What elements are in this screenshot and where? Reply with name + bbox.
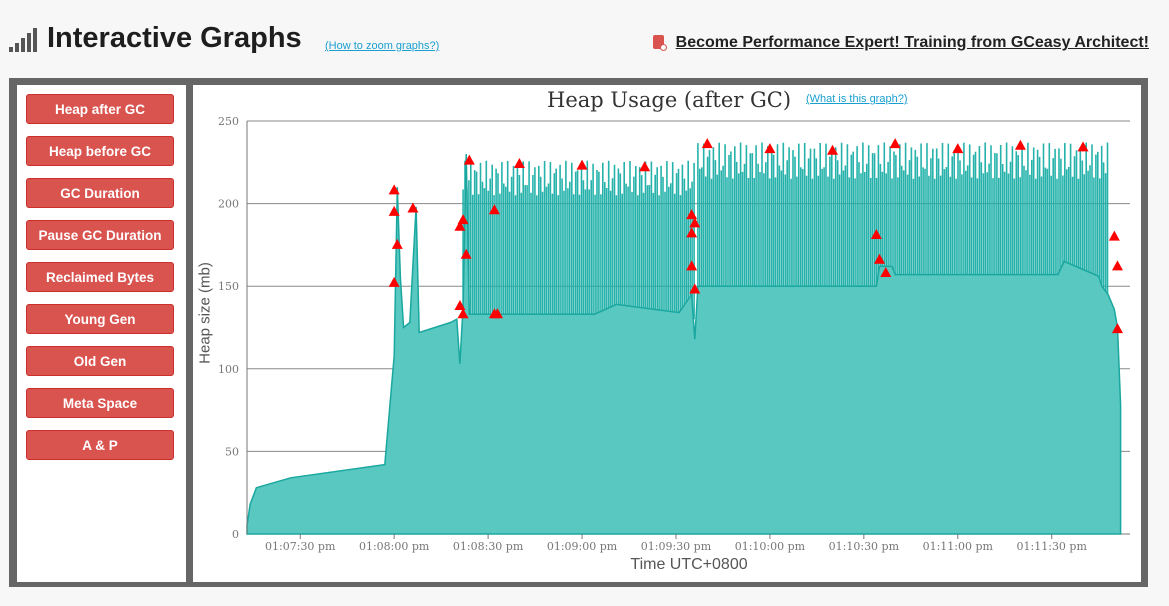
gc-event-marker[interactable] xyxy=(689,283,701,294)
gc-event-marker[interactable] xyxy=(576,159,588,170)
gc-duration-button[interactable]: GC Duration xyxy=(26,178,174,208)
gc-event-marker[interactable] xyxy=(388,276,400,287)
gc-event-marker[interactable] xyxy=(513,157,525,168)
young-gen-button[interactable]: Young Gen xyxy=(26,304,174,334)
gc-event-marker[interactable] xyxy=(491,308,503,319)
gc-event-marker[interactable] xyxy=(1111,323,1123,334)
x-tick-label: 01:09:00 pm xyxy=(547,540,618,553)
gc-event-marker[interactable] xyxy=(457,308,469,319)
gc-event-marker[interactable] xyxy=(463,154,475,165)
gc-event-marker[interactable] xyxy=(874,253,886,264)
heap-after-gc-button[interactable]: Heap after GC xyxy=(26,94,174,124)
gc-event-marker[interactable] xyxy=(1111,260,1123,271)
heap-before-gc-button[interactable]: Heap before GC xyxy=(26,136,174,166)
old-gen-button[interactable]: Old Gen xyxy=(26,346,174,376)
heap-usage-chart-panel[interactable]: 0 50 100 150 200 250 01:07:30 pm 01:08:00 pm 01:… xyxy=(193,85,1141,582)
chart-title: Heap Usage (after GC) xyxy=(547,88,792,112)
certificate-icon xyxy=(653,35,668,51)
what-is-this-graph-link[interactable]: (What is this graph?) xyxy=(806,93,908,105)
gc-event-marker[interactable] xyxy=(488,204,500,215)
y-tick-label: 0 xyxy=(232,528,239,541)
a-and-p-button[interactable]: A & P xyxy=(26,430,174,460)
gc-event-marker[interactable] xyxy=(870,228,882,239)
y-tick-label: 250 xyxy=(218,115,239,128)
x-axis-label: Time UTC+0800 xyxy=(630,556,748,573)
y-axis-label: Heap size (mb) xyxy=(196,262,214,364)
y-tick-label: 200 xyxy=(218,198,239,211)
training-promo[interactable]: Become Performance Expert! Training from… xyxy=(653,34,1149,52)
gc-event-marker[interactable] xyxy=(391,238,403,249)
heap-peak-lines xyxy=(697,142,1109,320)
chart-axes: 0 50 100 150 200 250 01:07:30 pm 01:08:00 pm 01:… xyxy=(218,115,1087,553)
x-tick-label: 01:07:30 pm xyxy=(265,540,336,553)
gc-event-marker[interactable] xyxy=(827,144,839,155)
x-tick-label: 01:09:30 pm xyxy=(641,540,712,553)
gc-event-marker[interactable] xyxy=(388,205,400,216)
gc-event-marker[interactable] xyxy=(764,143,776,154)
gc-event-marker[interactable] xyxy=(454,300,466,311)
gc-event-marker[interactable] xyxy=(460,248,472,259)
gc-event-marker[interactable] xyxy=(454,220,466,231)
gc-event-marker[interactable] xyxy=(407,202,419,213)
chart-area-layer xyxy=(246,142,1122,535)
page-header: Interactive Graphs (How to zoom graphs?)… xyxy=(0,0,1169,80)
pause-gc-duration-button[interactable]: Pause GC Duration xyxy=(26,220,174,250)
x-tick-label: 01:10:30 pm xyxy=(829,540,900,553)
gc-event-marker[interactable] xyxy=(952,143,964,154)
signal-bars-icon xyxy=(9,28,39,52)
gc-event-marker[interactable] xyxy=(1014,139,1026,150)
x-tick-label: 01:08:00 pm xyxy=(359,540,430,553)
y-tick-label: 150 xyxy=(218,280,239,293)
gc-event-marker[interactable] xyxy=(686,260,698,271)
x-tick-label: 01:10:00 pm xyxy=(735,540,806,553)
x-tick-label: 01:11:00 pm xyxy=(923,540,994,553)
heap-usage-chart[interactable]: 0 50 100 150 200 250 01:07:30 pm 01:08:00 pm 01:… xyxy=(193,85,1141,582)
x-tick-label: 01:11:30 pm xyxy=(1017,540,1088,553)
y-tick-label: 100 xyxy=(218,363,239,376)
gc-event-marker[interactable] xyxy=(457,214,469,225)
meta-space-button[interactable]: Meta Space xyxy=(26,388,174,418)
gc-event-marker[interactable] xyxy=(686,227,698,238)
heap-usage-area xyxy=(246,153,1122,535)
page-title: Interactive Graphs xyxy=(47,22,302,54)
gc-event-marker[interactable] xyxy=(701,138,713,149)
y-tick-label: 50 xyxy=(225,445,239,458)
gc-event-marker[interactable] xyxy=(686,209,698,220)
gc-event-marker[interactable] xyxy=(880,266,892,277)
gc-event-marker[interactable] xyxy=(388,184,400,195)
gc-event-marker[interactable] xyxy=(639,161,651,172)
x-tick-label: 01:08:30 pm xyxy=(453,540,524,553)
heap-peak-lines xyxy=(462,160,695,320)
gc-event-marker[interactable] xyxy=(1077,141,1089,152)
zoom-help-link[interactable]: (How to zoom graphs?) xyxy=(325,40,440,52)
gc-event-marker[interactable] xyxy=(1108,230,1120,241)
chart-markers[interactable] xyxy=(388,138,1123,334)
reclaimed-bytes-button[interactable]: Reclaimed Bytes xyxy=(26,262,174,292)
gc-event-marker[interactable] xyxy=(689,217,701,228)
graph-selector-sidebar: Heap after GC Heap before GC GC Duration… xyxy=(17,85,186,582)
training-promo-link[interactable]: Become Performance Expert! Training from… xyxy=(675,34,1149,51)
gc-event-marker[interactable] xyxy=(889,138,901,149)
